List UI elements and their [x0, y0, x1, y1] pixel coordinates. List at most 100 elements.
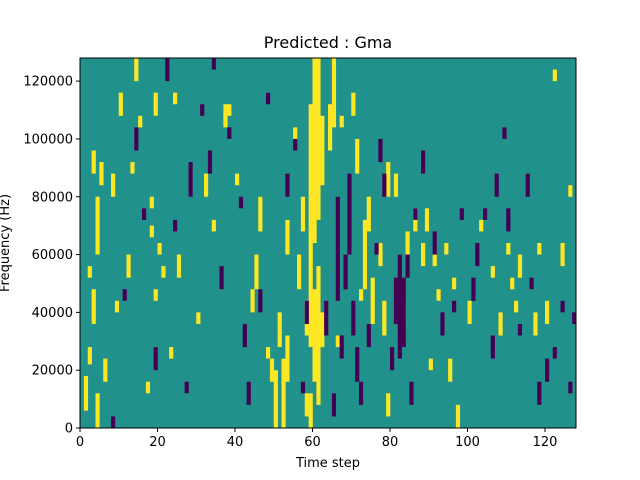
x-axis-label: Time step — [295, 456, 360, 471]
heatmap-cell-high — [382, 300, 387, 336]
heatmap-cell-low — [494, 173, 499, 197]
heatmap-cell-high — [517, 254, 523, 278]
heatmap-cell-high — [277, 312, 282, 348]
heatmap-cell-high — [95, 393, 100, 428]
heatmap-cell-high — [359, 289, 364, 301]
y-axis: 0 20000 40000 60000 80000 100000 120000 — [23, 75, 80, 437]
x-tick-label: 20 — [149, 435, 166, 450]
heatmap-cell-low — [397, 254, 402, 359]
heatmap-cell-low — [347, 173, 352, 255]
heatmap-cell-low — [568, 381, 573, 394]
chart-title: Predicted : Gma — [264, 33, 392, 52]
heatmap-cell-high — [448, 358, 453, 382]
heatmap-cell-low — [335, 196, 340, 301]
heatmap-cell-high — [266, 347, 271, 359]
heatmap-cell-high — [432, 254, 437, 267]
heatmap-cell-low — [246, 381, 251, 405]
heatmap-cell-high — [304, 393, 309, 417]
heatmap-cell-high — [490, 266, 495, 278]
heatmap-cell-high — [149, 196, 154, 209]
heatmap-cell-low — [207, 150, 213, 174]
x-tick-label: 100 — [455, 435, 480, 450]
heatmap-cell-low — [165, 58, 170, 82]
heatmap-cell-high — [258, 196, 263, 232]
heatmap-cell-low — [366, 323, 371, 348]
heatmap-cell-low — [142, 208, 147, 220]
heatmap-cell-high — [130, 162, 135, 174]
heatmap-cell-low — [324, 300, 329, 336]
heatmap-cell-high — [498, 312, 503, 336]
heatmap-cell-low — [293, 138, 298, 151]
heatmap-cell-high — [293, 127, 298, 139]
heatmap-cell-high — [421, 243, 426, 267]
heatmap-cell-low — [173, 219, 178, 232]
x-axis: 0 20 40 60 80 100 120 — [76, 428, 558, 450]
heatmap-cell-low — [238, 196, 244, 209]
heatmap-cell-high — [552, 69, 557, 82]
heatmap-cell-low — [184, 381, 189, 394]
x-tick-label: 80 — [382, 435, 399, 450]
heatmap-cell-low — [304, 300, 309, 324]
heatmap-cell-low — [378, 138, 383, 163]
heatmap-cell-low — [266, 92, 271, 105]
heatmap-cell-high — [211, 219, 216, 232]
heatmap-cell-high — [134, 58, 139, 82]
y-tick-label: 40000 — [32, 306, 73, 321]
heatmap-cell-high — [161, 266, 166, 278]
heatmap-cell-low — [459, 208, 464, 220]
heatmap-cell-high — [204, 173, 209, 197]
heatmap-cell-low — [258, 289, 263, 313]
heatmap-cell-high — [316, 58, 321, 220]
heatmap-cell-high — [339, 115, 344, 128]
heatmap-cell-high — [386, 162, 391, 197]
heatmap-cell-high — [568, 185, 573, 197]
heatmap-cell-low — [200, 104, 205, 116]
heatmap-cell-high — [378, 243, 383, 267]
heatmap-cell-high — [111, 173, 116, 197]
heatmap-cell-high — [413, 208, 418, 232]
heatmap-cell-high — [297, 254, 302, 290]
heatmap-cell-high — [533, 312, 538, 336]
heatmap-cell-high — [320, 115, 325, 186]
heatmap-cell-high — [514, 300, 519, 313]
heatmap-cell-low — [300, 381, 306, 394]
heatmap-cell-high — [285, 335, 290, 382]
heatmap-cell-low — [506, 208, 511, 232]
heatmap-cell-low — [475, 243, 480, 267]
heatmap-cell-high — [366, 196, 371, 232]
x-tick-label: 120 — [533, 435, 558, 450]
heatmap-cell-low — [339, 335, 344, 359]
heatmap-cell-low — [401, 277, 406, 348]
heatmap-cell-low — [390, 347, 395, 371]
heatmap-cell-low — [440, 312, 445, 336]
heatmap-cell-high — [250, 289, 255, 313]
heatmap-cell-low — [483, 208, 488, 220]
heatmap-cell-low — [188, 162, 193, 197]
heatmap-cell-low — [545, 358, 550, 382]
heatmap-cell-low — [529, 277, 534, 290]
heatmap-cell-high — [285, 219, 290, 255]
heatmap-cell-high — [169, 347, 174, 359]
heatmap-cell-low — [153, 347, 158, 371]
heatmap-cell-high — [405, 231, 410, 255]
heatmap-cell-high — [254, 254, 259, 290]
heatmap-cell-low — [405, 254, 410, 278]
heatmap-cell-low — [471, 277, 476, 301]
heatmap-cell-high — [452, 277, 457, 290]
plot-area — [79, 57, 577, 429]
heatmap-cell-high — [157, 243, 162, 255]
heatmap-cell-low — [211, 58, 216, 70]
y-tick-label: 80000 — [32, 190, 73, 205]
heatmap-cell-high — [91, 150, 96, 174]
heatmap-cell-high — [281, 358, 286, 429]
heatmap-cell-low — [122, 289, 127, 301]
heatmap-cell-low — [134, 127, 139, 151]
heatmap-cell-high — [455, 404, 461, 429]
heatmap-cell-low — [552, 347, 557, 359]
heatmap-cell-high — [428, 358, 433, 371]
heatmap-cell-high — [95, 196, 100, 255]
heatmap-cell-high — [393, 173, 399, 197]
heatmap-cell-high — [227, 104, 232, 116]
heatmap-cell-high — [196, 312, 201, 324]
heatmap-cell-high — [176, 254, 182, 278]
